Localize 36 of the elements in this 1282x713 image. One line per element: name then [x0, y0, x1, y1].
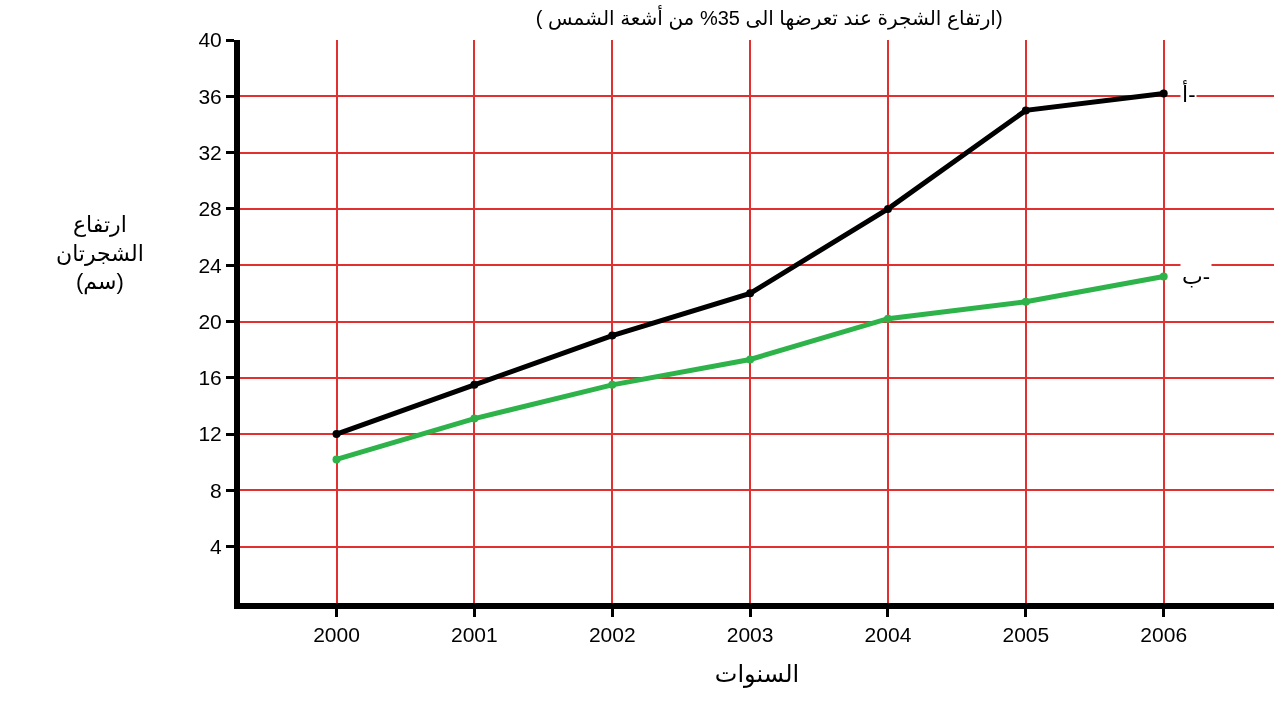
x-tick-label: 2006 [1140, 623, 1188, 647]
point [332, 455, 341, 464]
point [608, 331, 617, 340]
y-tick-label: 16 [198, 366, 222, 390]
point [746, 289, 755, 298]
point [470, 414, 479, 423]
point [1021, 106, 1030, 115]
y-tick-label: 12 [198, 422, 222, 446]
y-tick-label: 40 [198, 28, 222, 52]
chart-title: ( ارتفاع الشجرة عند تعرضها الى 35% من أشعة الشمس) [535, 4, 1003, 30]
point [883, 314, 892, 323]
y-tick-label: 36 [198, 84, 222, 108]
y-tick-label: 8 [210, 478, 222, 502]
x-tick-label: 2003 [726, 623, 774, 647]
x-tick-label: 2005 [1002, 623, 1050, 647]
x-tick-label: 2002 [588, 623, 636, 647]
y-axis-title: ارتفاع الشجرتان (سم) [56, 212, 144, 296]
y-tick-label: 28 [198, 197, 222, 221]
point [1159, 89, 1168, 98]
y-tick-label: 20 [198, 309, 222, 333]
y-tick-label: 32 [198, 140, 222, 164]
point [332, 430, 341, 439]
x-axis-title: السنوات [714, 660, 800, 688]
point [470, 380, 479, 389]
x-tick-label: 2001 [451, 623, 498, 647]
point [746, 355, 755, 364]
point [1159, 272, 1168, 281]
point [1021, 297, 1030, 306]
point [608, 380, 617, 389]
y-tick-label: 4 [210, 535, 223, 559]
x-tick-label: 2004 [864, 623, 912, 647]
point [883, 204, 892, 213]
x-tick-label: 2000 [313, 623, 360, 647]
series-label: أ- [1182, 80, 1196, 107]
series-label: ب- [1182, 264, 1211, 289]
y-tick-label: 24 [198, 253, 223, 277]
